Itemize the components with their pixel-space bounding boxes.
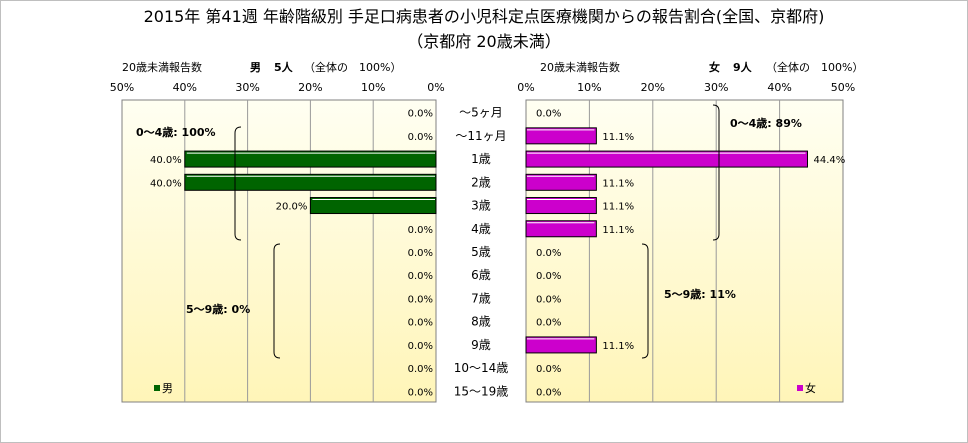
male-group-annotation-0-4: 0～4歳: 100% <box>136 125 216 139</box>
female-header-count: 9人 <box>733 60 753 74</box>
category-label: 8歳 <box>471 315 491 329</box>
male-legend-swatch <box>154 385 160 391</box>
female-x-tick-label: 10% <box>577 81 601 94</box>
female-x-tick-label: 0% <box>517 81 534 94</box>
female-data-label: 11.1% <box>602 202 634 213</box>
male-bar <box>309 197 437 215</box>
female-header-sex: 女 <box>709 60 720 74</box>
chart-subtitle: （京都府 20歳未満） <box>407 32 560 51</box>
female-x-tick-label: 30% <box>704 81 728 94</box>
female-data-label: 0.0% <box>536 364 561 375</box>
female-group-annotation-0-4: 0～4歳: 89% <box>730 116 802 130</box>
female-data-label: 11.1% <box>602 178 634 189</box>
male-header-count: 5人 <box>274 60 294 74</box>
category-label: ～5ヶ月 <box>459 106 503 120</box>
male-header-sex: 男 <box>250 61 261 74</box>
female-data-label: 0.0% <box>536 109 561 120</box>
male-data-label: 0.0% <box>408 318 433 329</box>
male-header-total: （全体の 100%） <box>304 60 401 74</box>
category-label: 1歳 <box>471 152 491 166</box>
female-x-tick-label: 50% <box>831 81 855 94</box>
category-label: 5歳 <box>471 245 491 259</box>
female-data-label: 0.0% <box>536 248 561 259</box>
category-label: 9歳 <box>471 338 491 352</box>
male-data-label: 0.0% <box>408 294 433 305</box>
female-legend-label: 女 <box>805 381 816 395</box>
male-bracket-5-9 <box>273 243 281 359</box>
male-x-tick-label: 40% <box>173 81 197 94</box>
female-bar <box>525 173 597 191</box>
category-label: ～11ヶ月 <box>455 129 506 143</box>
female-data-label: 0.0% <box>536 387 561 398</box>
male-series: 0.0% 0.0% 40.0% 40.0% 20.0% 0.0% 0.0% 0.0% 0.0% 0… <box>150 109 437 398</box>
female-bar <box>525 197 597 215</box>
female-bar <box>525 220 597 238</box>
male-plot-area <box>121 99 437 403</box>
category-label: 4歳 <box>471 222 491 236</box>
category-labels: ～5ヶ月 ～11ヶ月 1歳 2歳 3歳 4歳 5歳 6歳 7歳 8歳 9歳 10～14歳 15～19歳 <box>454 106 509 399</box>
female-legend-swatch <box>797 385 803 391</box>
male-data-label: 0.0% <box>408 341 433 352</box>
female-data-label: 44.4% <box>813 155 845 166</box>
female-header-total: （全体の 100%） <box>766 60 863 74</box>
female-data-label: 11.1% <box>602 341 634 352</box>
male-bracket-0-4 <box>234 126 242 241</box>
female-data-label: 11.1% <box>602 132 634 143</box>
male-data-label: 0.0% <box>408 109 433 120</box>
female-bar <box>525 150 808 168</box>
category-label: 10～14歳 <box>454 361 509 375</box>
male-data-label: 0.0% <box>408 248 433 259</box>
female-data-label: 0.0% <box>536 294 561 305</box>
female-bar <box>525 336 597 354</box>
female-bracket-0-4 <box>712 104 720 241</box>
female-bar <box>525 127 597 145</box>
male-x-tick-label: 10% <box>361 81 385 94</box>
male-legend-label: 男 <box>162 382 173 395</box>
male-header-label: 20歳未満報告数 <box>122 61 202 74</box>
category-label: 15～19歳 <box>454 384 509 398</box>
male-data-label: 20.0% <box>276 202 308 213</box>
female-x-tick-label: 40% <box>767 81 791 94</box>
male-data-label: 0.0% <box>408 225 433 236</box>
axis-tick-labels: 50% 40% 30% 20% 10% 0% 0% 10% 20% 30% 40% 50% <box>110 81 855 94</box>
male-data-label: 0.0% <box>408 387 433 398</box>
male-data-label: 0.0% <box>408 364 433 375</box>
female-group-annotation-5-9: 5～9歳: 11% <box>664 287 736 301</box>
female-data-label: 0.0% <box>536 318 561 329</box>
category-label: 6歳 <box>471 268 491 282</box>
chart-title: 2015年 第41週 年齢階級別 手足口病患者の小児科定点医療機関からの報告割合… <box>144 7 825 26</box>
category-label: 7歳 <box>471 291 491 305</box>
male-data-label: 40.0% <box>150 178 182 189</box>
male-x-tick-label: 30% <box>235 81 259 94</box>
category-label: 2歳 <box>471 175 491 189</box>
female-x-tick-label: 20% <box>641 81 665 94</box>
female-data-label: 11.1% <box>602 225 634 236</box>
female-data-label: 0.0% <box>536 271 561 282</box>
male-bar <box>184 150 437 168</box>
male-bar <box>184 173 437 191</box>
female-bracket-5-9 <box>641 243 649 359</box>
female-plot-area <box>525 99 844 403</box>
male-x-tick-label: 50% <box>110 81 134 94</box>
category-label: 3歳 <box>471 199 491 213</box>
male-data-label: 0.0% <box>408 271 433 282</box>
male-data-label: 40.0% <box>150 155 182 166</box>
female-header-label: 20歳未満報告数 <box>540 61 620 74</box>
male-x-tick-label: 20% <box>298 81 322 94</box>
male-x-tick-label: 0% <box>427 81 444 94</box>
female-series: 0.0% 11.1% 44.4% 11.1% 11.1% 11.1% 0.0% 0.0% 0.0… <box>525 109 845 398</box>
male-group-annotation-5-9: 5～9歳: 0% <box>186 302 250 316</box>
male-data-label: 0.0% <box>408 132 433 143</box>
